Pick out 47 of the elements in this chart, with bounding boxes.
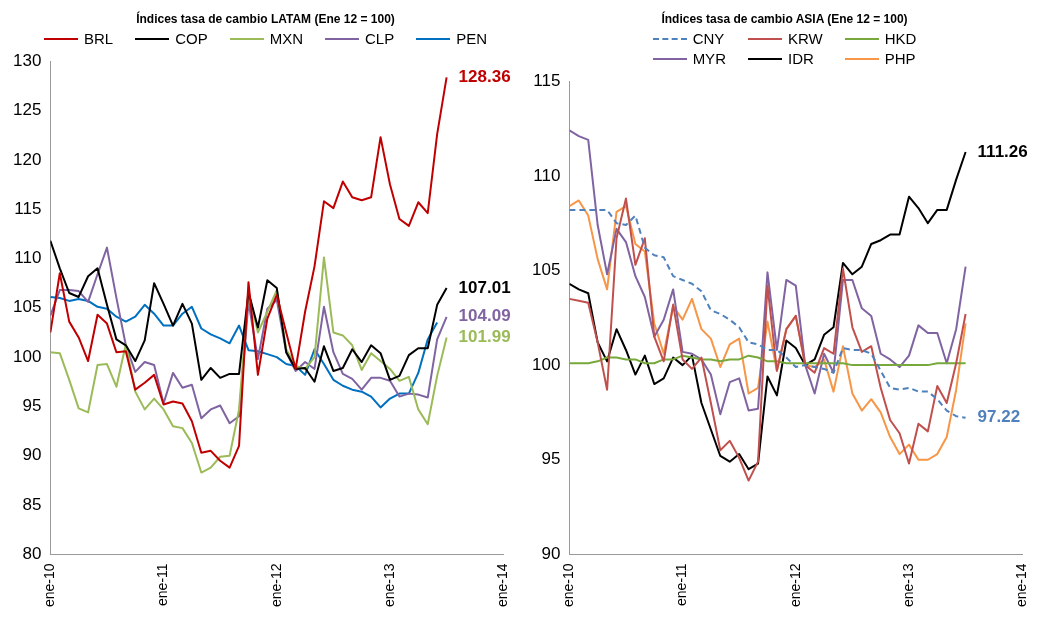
y-tick-label: 85 bbox=[22, 494, 42, 514]
y-tick-label: 100 bbox=[531, 354, 561, 374]
y-tick-label: 120 bbox=[12, 149, 42, 169]
legend-label: KRW bbox=[787, 30, 823, 48]
legend-label: CLP bbox=[365, 30, 395, 48]
y-tick-label: 95 bbox=[22, 396, 42, 416]
x-tick-label: ene-14 bbox=[494, 563, 511, 607]
x-tick-label: ene-12 bbox=[267, 563, 284, 607]
annotation: 97.22 bbox=[977, 407, 1021, 427]
annotation: 128.36 bbox=[458, 67, 511, 87]
x-tick-label: ene-12 bbox=[786, 563, 803, 607]
chart-title: Índices tasa de cambio ASIA (Ene 12 = 100) bbox=[660, 10, 909, 28]
annotation: 111.26 bbox=[977, 141, 1028, 161]
y-tick-label: 100 bbox=[12, 346, 42, 366]
x-tick-label: ene-11 bbox=[154, 563, 171, 606]
y-tick-label: 115 bbox=[14, 198, 42, 218]
legend-label: MYR bbox=[692, 50, 726, 68]
x-tick-label: ene-14 bbox=[1013, 563, 1030, 607]
y-tick-label: 90 bbox=[22, 445, 42, 465]
annotation: 104.09 bbox=[458, 306, 511, 326]
y-tick-label: 115 bbox=[533, 70, 561, 90]
y-tick-label: 80 bbox=[22, 544, 42, 564]
y-tick-label: 130 bbox=[12, 50, 42, 70]
legend-label: CNY bbox=[692, 30, 725, 48]
legend-label: IDR bbox=[787, 50, 814, 68]
x-tick-label: ene-11 bbox=[673, 563, 690, 606]
legend-label: HKD bbox=[884, 30, 917, 48]
x-tick-label: ene-10 bbox=[560, 563, 577, 607]
x-tick-label: ene-13 bbox=[380, 563, 397, 607]
legend-label: PHP bbox=[884, 50, 916, 68]
legend-label: BRL bbox=[83, 30, 114, 48]
y-tick-label: 105 bbox=[12, 297, 42, 317]
annotation: 107.01 bbox=[458, 277, 511, 297]
legend-label: PEN bbox=[456, 30, 488, 48]
y-tick-label: 105 bbox=[531, 260, 561, 280]
x-tick-label: ene-10 bbox=[41, 563, 58, 607]
y-tick-label: 90 bbox=[541, 544, 561, 564]
chart-title: Índices tasa de cambio LATAM (Ene 12 = 100) bbox=[135, 10, 396, 28]
y-tick-label: 125 bbox=[12, 100, 42, 120]
y-tick-label: 95 bbox=[541, 449, 561, 469]
y-tick-label: 110 bbox=[14, 248, 42, 268]
line-series bbox=[569, 208, 967, 419]
y-tick-label: 110 bbox=[533, 165, 561, 185]
x-tick-label: ene-13 bbox=[899, 563, 916, 607]
legend-label: COP bbox=[175, 30, 208, 48]
legend-label: MXN bbox=[269, 30, 303, 48]
annotation: 101.99 bbox=[458, 327, 511, 347]
